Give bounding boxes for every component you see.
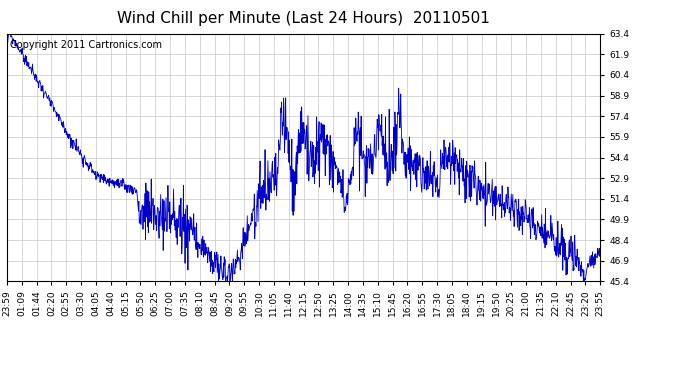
Text: Wind Chill per Minute (Last 24 Hours)  20110501: Wind Chill per Minute (Last 24 Hours) 20… (117, 11, 490, 26)
Text: Copyright 2011 Cartronics.com: Copyright 2011 Cartronics.com (10, 40, 162, 50)
